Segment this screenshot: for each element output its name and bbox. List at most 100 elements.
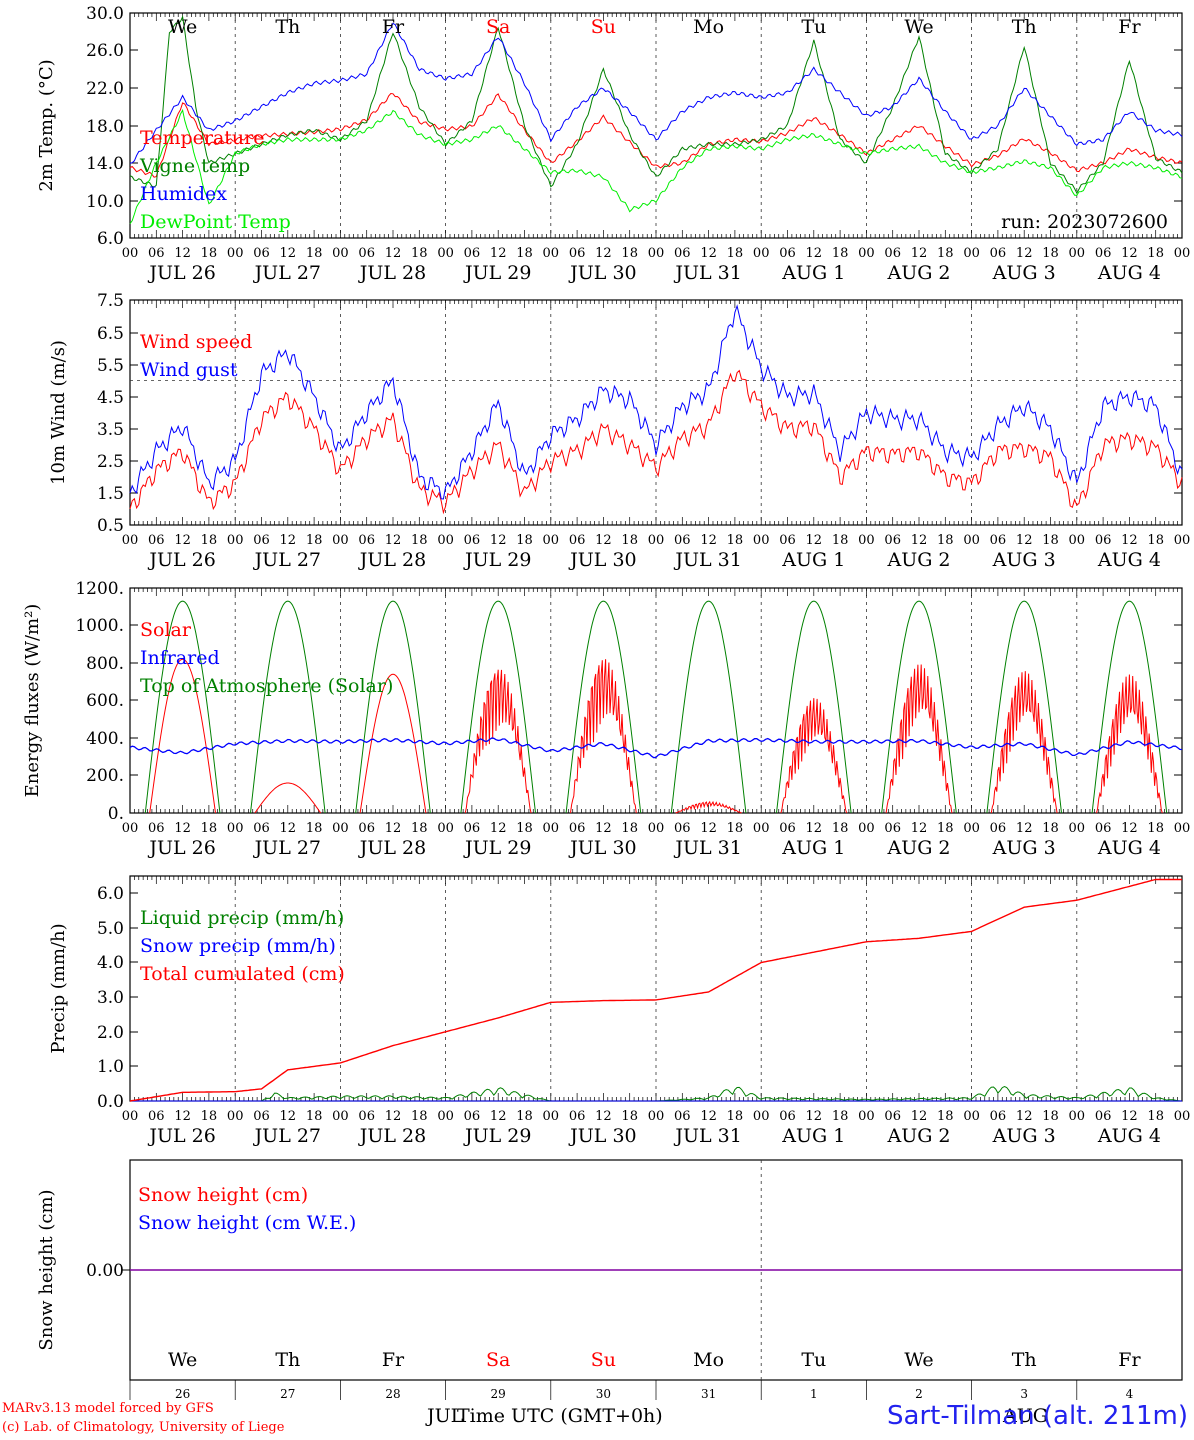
date-label: AUG 2: [886, 549, 950, 571]
date-label: JUL 28: [358, 262, 426, 284]
hour-tick-label: 00: [437, 821, 454, 836]
hour-tick-label: 00: [753, 533, 770, 548]
y-tick-label: 400.: [86, 729, 124, 749]
weekday-label: Th: [1012, 16, 1037, 38]
hour-tick-label: 06: [674, 246, 691, 261]
toa-solar-curve: [355, 600, 431, 814]
hour-tick-label: 18: [832, 1109, 849, 1124]
weekday-label: Tu: [801, 16, 826, 38]
hour-tick-label: 06: [779, 821, 796, 836]
y-tick-label: 200.: [86, 766, 124, 786]
hour-tick-label: 06: [464, 246, 481, 261]
hour-tick-label: 00: [1174, 246, 1191, 261]
hour-tick-label: 00: [543, 1109, 560, 1124]
solar-curve: [990, 671, 1058, 814]
hour-tick-label: 18: [516, 533, 533, 548]
hour-tick-label: 06: [358, 246, 375, 261]
y-tick-label: 0.0: [97, 1092, 124, 1112]
legend-entry: Snow height (cm W.E.): [138, 1212, 356, 1234]
date-label: AUG 1: [781, 262, 845, 284]
hour-tick-label: 00: [753, 246, 770, 261]
legend-entry: Vigne temp: [139, 155, 250, 177]
date-label: JUL 27: [253, 1125, 321, 1147]
legend-entry: Wind gust: [140, 359, 238, 381]
weekday-label: Th: [1012, 1349, 1037, 1371]
toa-solar-curve: [460, 600, 536, 814]
weekday-label: We: [168, 16, 197, 38]
date-label: JUL 26: [147, 549, 215, 571]
hour-tick-label: 12: [280, 246, 297, 261]
hour-tick-label: 12: [700, 1109, 717, 1124]
hour-tick-label: 06: [253, 246, 270, 261]
hour-tick-label: 12: [1016, 821, 1033, 836]
toa-solar-curve: [881, 600, 957, 814]
y-tick-label: 1.5: [97, 484, 124, 504]
hour-tick-label: 18: [621, 533, 638, 548]
hour-tick-label: 12: [911, 246, 928, 261]
hour-tick-label: 18: [411, 533, 428, 548]
y-axis-label: 2m Temp. (°C): [36, 59, 57, 191]
hour-tick-label: 12: [1016, 246, 1033, 261]
solar-curve: [1096, 674, 1163, 814]
legend-entry: Liquid precip (mm/h): [140, 907, 344, 929]
hour-tick-label: 18: [727, 533, 744, 548]
hour-tick-label: 18: [937, 533, 954, 548]
weekday-label: Fr: [1118, 16, 1141, 38]
hour-tick-label: 06: [464, 821, 481, 836]
hour-tick-label: 00: [858, 533, 875, 548]
y-tick-label: 600.: [86, 691, 124, 711]
weekday-label: Sa: [486, 16, 510, 38]
hour-tick-label: 06: [148, 533, 165, 548]
y-tick-label: 0.: [108, 804, 124, 824]
hour-tick-label: 06: [884, 246, 901, 261]
solar-curve: [675, 800, 742, 814]
hour-tick-label: 12: [385, 246, 402, 261]
date-label: JUL 28: [358, 1125, 426, 1147]
hour-tick-label: 00: [858, 246, 875, 261]
date-label: JUL 29: [463, 1125, 531, 1147]
date-label: JUL 26: [147, 262, 215, 284]
toa-solar-curve: [565, 600, 642, 814]
y-tick-label: 6.0: [97, 229, 124, 249]
hour-tick-label: 00: [858, 821, 875, 836]
hour-tick-label: 00: [227, 821, 244, 836]
legend-entry: Temperature: [140, 127, 264, 149]
legend-entry: Top of Atmosphere (Solar): [140, 675, 393, 697]
hour-tick-label: 18: [516, 821, 533, 836]
weekday-label: Mo: [693, 16, 724, 38]
y-tick-label: 4.5: [97, 388, 124, 408]
weekday-label: Fr: [382, 16, 405, 38]
series-line-wind-speed: [129, 369, 1183, 515]
date-label: AUG 2: [886, 262, 950, 284]
hour-tick-label: 12: [385, 821, 402, 836]
date-label: JUL 29: [463, 549, 531, 571]
date-label: JUL 30: [568, 262, 636, 284]
hour-tick-label: 00: [1069, 1109, 1086, 1124]
solar-curve: [149, 658, 216, 814]
solar-curve: [464, 669, 532, 814]
date-label: AUG 4: [1097, 549, 1161, 571]
toa-solar-curve: [250, 600, 326, 814]
date-label: AUG 4: [1097, 837, 1161, 859]
infrared-line: [129, 737, 1183, 759]
hour-tick-label: 06: [569, 246, 586, 261]
date-label: AUG 2: [886, 837, 950, 859]
date-label: JUL 31: [673, 549, 741, 571]
weekday-label: We: [904, 16, 933, 38]
hour-tick-label: 00: [332, 821, 349, 836]
hour-tick-label: 18: [411, 1109, 428, 1124]
hour-tick-label: 00: [753, 1109, 770, 1124]
solar-curve: [570, 659, 637, 814]
hour-tick-label: 18: [201, 821, 218, 836]
y-tick-label: 0.00: [86, 1261, 124, 1281]
hour-tick-label: 06: [358, 1109, 375, 1124]
y-tick-label: 6.5: [97, 324, 124, 344]
date-label: JUL 31: [673, 837, 741, 859]
hour-tick-label: 00: [227, 1109, 244, 1124]
y-tick-label: 10.0: [86, 192, 124, 212]
hour-tick-label: 12: [700, 533, 717, 548]
hour-tick-label: 12: [280, 821, 297, 836]
y-tick-label: 1.0: [97, 1057, 124, 1077]
hour-tick-label: 06: [1095, 246, 1112, 261]
hour-tick-label: 00: [963, 533, 980, 548]
